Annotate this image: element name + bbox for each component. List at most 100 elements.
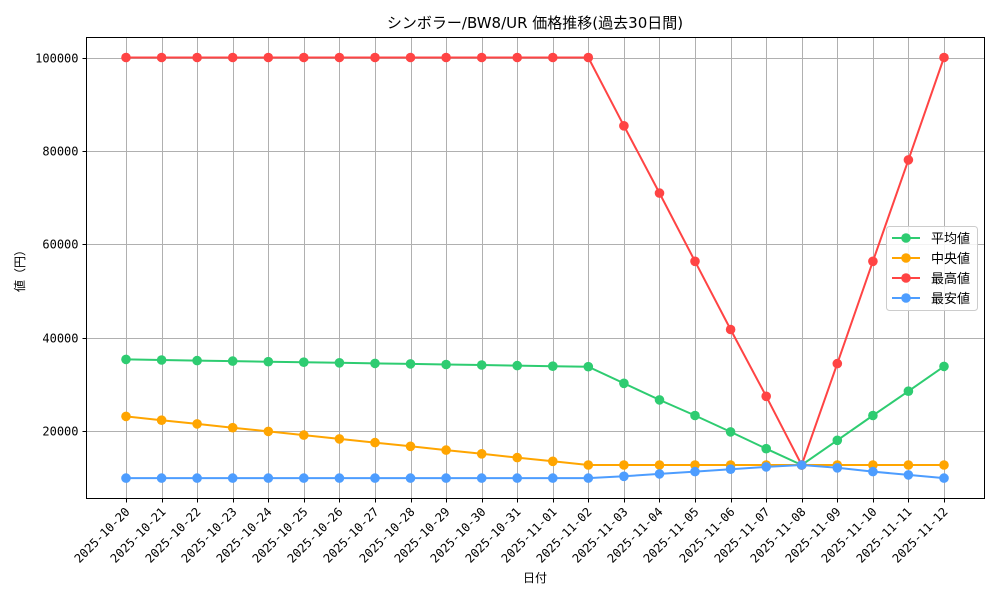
grid-lines: [86, 37, 985, 499]
data-point: [832, 358, 843, 369]
data-point: [690, 466, 700, 477]
data-point: [405, 359, 416, 369]
y-tick-label: 100000: [35, 52, 78, 66]
data-point: [619, 471, 629, 482]
legend-marker: [901, 233, 911, 243]
data-point: [121, 411, 131, 422]
data-point: [761, 443, 771, 454]
plot-frame: [86, 37, 985, 499]
data-point: [512, 473, 522, 483]
data-point: [121, 473, 131, 483]
data-point: [619, 121, 629, 131]
x-axis-ticks: 2025-10-202025-10-212025-10-222025-10-23…: [72, 498, 951, 566]
data-point: [263, 356, 274, 367]
data-point: [512, 452, 522, 463]
legend-label: 最安値: [931, 291, 970, 307]
data-point: [405, 441, 416, 452]
data-point: [299, 357, 309, 368]
data-point: [299, 430, 309, 440]
data-point: [690, 256, 700, 267]
legend-label: 平均値: [931, 231, 970, 247]
data-point: [548, 456, 558, 467]
data-point: [868, 466, 878, 477]
data-point: [192, 473, 202, 483]
data-point: [939, 52, 949, 63]
data-point: [690, 460, 700, 470]
data-point: [334, 473, 345, 483]
y-axis-label: 値（円）: [12, 244, 27, 292]
data-point: [796, 460, 807, 470]
data-point: [334, 434, 345, 444]
data-point: [512, 360, 522, 371]
data-point: [370, 52, 380, 63]
data-point: [939, 473, 949, 483]
series-line: [125, 415, 944, 466]
data-point: [370, 358, 380, 369]
data-point: [334, 358, 345, 368]
data-point: [299, 473, 309, 483]
data-point: [370, 437, 380, 448]
data-point: [654, 469, 665, 479]
y-tick-label: 80000: [42, 145, 78, 159]
y-axis-ticks: 20000 40000 60000 80000 100000: [35, 52, 87, 439]
data-point: [156, 355, 167, 365]
data-point: [121, 354, 131, 365]
data-point: [619, 378, 629, 389]
data-point: [832, 435, 843, 446]
data-point: [903, 460, 914, 470]
data-point: [548, 361, 558, 372]
data-point: [370, 473, 380, 483]
series-line: [126, 463, 945, 480]
data-point: [121, 52, 131, 63]
data-point: [263, 52, 274, 63]
series-line: [125, 358, 945, 467]
data-point: [334, 52, 345, 63]
data-point: [263, 426, 274, 437]
data-point: [548, 52, 558, 63]
data-point: [725, 324, 736, 335]
series-1: [121, 411, 949, 470]
data-point: [690, 410, 700, 421]
data-point: [868, 410, 878, 421]
data-point: [512, 52, 522, 63]
y-tick-label: 40000: [42, 332, 78, 346]
data-point: [263, 473, 274, 483]
series-3: [121, 460, 949, 483]
data-point: [156, 473, 167, 483]
data-point: [654, 395, 665, 405]
data-point: [476, 360, 487, 370]
x-axis-label: 日付: [523, 571, 547, 585]
data-point: [192, 419, 202, 429]
data-point: [725, 427, 736, 437]
series-lines: [121, 52, 949, 483]
data-point: [192, 355, 202, 366]
data-point: [619, 460, 629, 470]
data-point: [654, 460, 665, 470]
data-point: [583, 473, 594, 483]
data-point: [441, 473, 451, 483]
data-point: [583, 52, 594, 63]
data-point: [192, 52, 202, 63]
data-point: [868, 256, 878, 267]
data-point: [227, 356, 238, 366]
data-point: [583, 460, 594, 470]
data-point: [832, 463, 843, 473]
legend-box: [886, 226, 978, 311]
legend-marker: [901, 253, 911, 263]
data-point: [939, 460, 949, 470]
series-2: [121, 52, 949, 470]
data-point: [441, 445, 451, 455]
data-point: [476, 473, 487, 483]
data-point: [227, 52, 238, 63]
chart-title: シンボラー/BW8/UR 価格推移(過去30日間): [387, 14, 683, 32]
series-0: [121, 354, 949, 470]
y-tick-label: 60000: [42, 238, 78, 252]
data-point: [227, 473, 238, 483]
data-point: [583, 361, 594, 372]
data-point: [227, 422, 238, 433]
data-point: [548, 473, 558, 483]
data-point: [725, 464, 736, 475]
data-point: [654, 188, 665, 198]
